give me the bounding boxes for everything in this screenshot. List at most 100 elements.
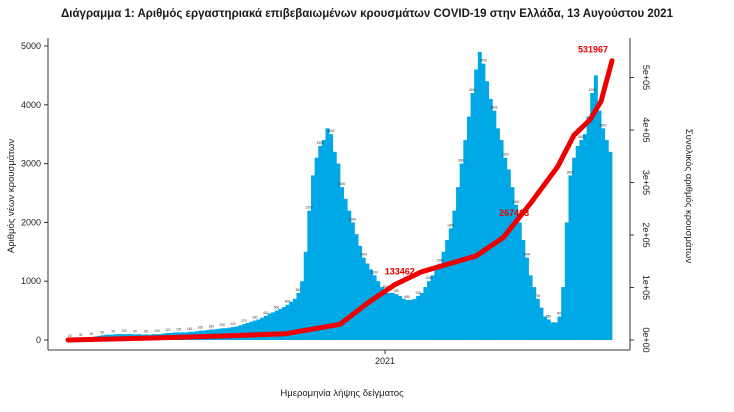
bar-value-label: 3300 [317,141,324,145]
bar [274,310,279,340]
bar [383,290,388,340]
bar [292,298,297,340]
bar-value-label: 680 [404,295,410,299]
cumulative-line [65,58,615,343]
bar [249,321,254,340]
bar [314,157,319,340]
bar-value-label: 20 [68,334,72,338]
bar [430,275,435,340]
y-tick-label: 4000 [21,100,41,110]
bar-value-label: 3500 [327,129,334,133]
bar-value-label: 100 [154,329,160,333]
bar [296,292,301,340]
bar [252,320,257,340]
bar-value-label: 3100 [501,153,508,157]
y-tick-label: 1000 [21,276,41,286]
bar-value-label: 3000 [458,159,465,163]
bar-value-label: 95 [112,329,116,333]
bar [521,240,526,340]
bar [604,140,609,340]
bar-value-label: 4700 [480,59,487,63]
bar [398,295,403,340]
bar [474,69,479,341]
bar [300,281,305,340]
y2-tick-label: 2e+05 [641,222,651,247]
y2-tick-label: 5e+05 [641,65,651,90]
bar [470,93,475,340]
bar [524,257,529,340]
bar [332,151,337,340]
bar-value-label: 850 [383,285,389,289]
bar-value-label: 2800 [567,170,574,174]
bar-value-label: 270 [241,319,247,323]
bar [543,316,548,340]
bar [263,315,268,340]
bar-value-label: 4200 [469,88,476,92]
bar [466,116,471,340]
cumulative-value-label: 267463 [499,208,529,218]
y2-axis-title: Συνολικός αριθμός κρουσμάτων [683,129,694,264]
bar-value-label: 2600 [338,182,345,186]
bar-value-label: 120 [165,328,171,332]
bar [601,128,606,340]
bar-value-label: 330 [252,316,258,320]
bar [321,140,326,340]
bar-value-label: 100 [122,329,128,333]
bar [437,263,442,340]
bar [278,308,283,340]
bar-value-label: 350 [546,314,552,318]
chart-title: Διάγραμμα 1: Αριθμός εργαστηριακά επιβεβ… [61,8,673,20]
bar [510,187,515,340]
bar [423,287,428,340]
bar-value-label: 95 [144,329,148,333]
bar-value-label: 800 [296,288,302,292]
bar [307,210,312,340]
bar-value-label: 3900 [491,106,498,110]
bar-value-label: 410 [263,311,269,315]
bar [597,110,602,341]
bar-value-label: 3400 [578,135,585,139]
bar [376,281,381,340]
bar [303,251,308,340]
cumulative-value-label: 531967 [578,45,608,55]
bar [485,81,490,340]
bar-value-label: 180 [209,324,215,328]
bar-value-label: 2000 [349,217,356,221]
cumulative-value-label: 133462 [385,266,415,276]
axes-layer: 0 1000 2000 3000 4000 5000 0e+00 1e+05 2e+05 3e+0… [21,38,651,366]
bar [289,301,294,340]
bar [354,234,359,340]
bar-value-label: 30 [79,333,83,337]
bar-value-label: 1000 [425,276,432,280]
bar [503,157,508,340]
bar [361,257,366,340]
bar [539,307,544,340]
y-axis-title: Αριθμός νέων κρουσμάτων [6,139,17,253]
bar-value-label: 3600 [599,123,606,127]
bar [557,316,562,340]
cumulative-line-layer: 133462 267463 531967 [65,45,615,343]
bar-value-label: 1100 [371,270,378,274]
bar [318,145,323,340]
y2-tick-label: 3e+05 [641,170,651,195]
bar [579,140,584,340]
bar [387,292,392,340]
bar-value-label: 200 [219,323,225,327]
bar [495,128,500,340]
x-tick-label: 2021 [375,356,395,366]
bar-value-label: 400 [557,311,563,315]
bar [477,51,482,340]
bar [285,304,290,340]
bar [412,298,417,340]
bar [506,169,511,340]
bar [445,240,450,340]
bar [256,319,261,340]
bar [582,134,587,340]
y-tick-label: 5000 [21,41,41,51]
bar-value-label: 750 [415,291,421,295]
bar [427,281,432,340]
y2-tick-label: 0e+00 [641,327,651,352]
point-labels-layer: 20 30 50 80 95 100 95 95 100 120 130 140 160 180 200 22… [68,59,607,338]
